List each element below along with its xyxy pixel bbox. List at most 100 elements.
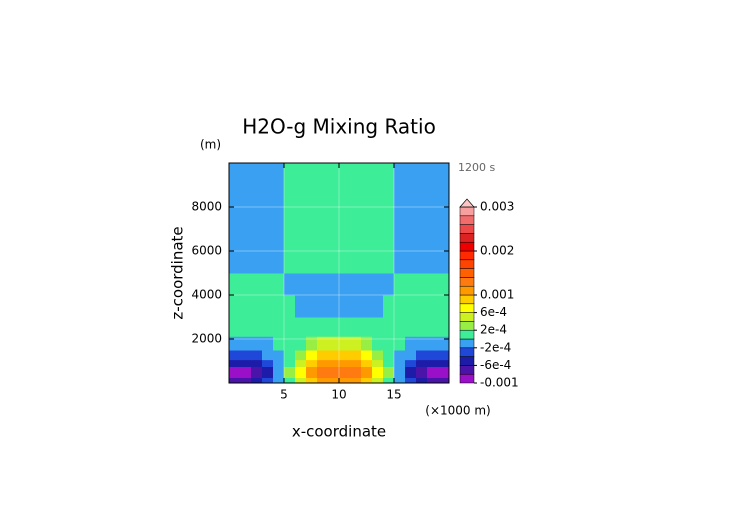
contour-cell — [284, 366, 296, 373]
contour-cell — [240, 317, 252, 337]
colorbar-box — [459, 303, 475, 313]
contour-cell — [240, 207, 252, 230]
contour-cell — [361, 207, 373, 230]
contour-cell — [295, 163, 307, 186]
contour-cell — [262, 350, 274, 361]
contour-cell — [416, 336, 428, 351]
contour-cell — [372, 251, 384, 274]
contour-cell — [317, 251, 329, 274]
contour-cell — [394, 350, 406, 361]
contour-cell — [284, 163, 296, 186]
contour-cell — [394, 295, 406, 318]
contour-cell — [317, 317, 329, 337]
contour-cell — [394, 317, 406, 337]
contour-cell — [328, 317, 340, 337]
contour-cell — [328, 372, 340, 378]
contour-cell — [295, 377, 307, 384]
contour-cell — [251, 185, 263, 208]
contour-cell — [317, 185, 329, 208]
contour-cell — [317, 273, 329, 296]
contour-cell — [416, 185, 428, 208]
contour-cell — [262, 295, 274, 318]
contour-cell — [262, 273, 274, 296]
contour-cell — [240, 295, 252, 318]
contour-cell — [317, 229, 329, 252]
contour-cell — [372, 229, 384, 252]
contour-cell — [394, 372, 406, 378]
contour-cell — [405, 350, 417, 361]
contour-cell — [438, 185, 450, 208]
contour-cell — [295, 317, 307, 337]
contour-cell — [405, 273, 417, 296]
contour-cell — [416, 295, 428, 318]
contour-cell — [262, 317, 274, 337]
contour-cell — [284, 377, 296, 384]
contour-cell — [416, 372, 428, 378]
contour-cell — [438, 366, 450, 373]
contour-cell — [361, 350, 373, 361]
contour-cell — [317, 350, 329, 361]
colorbar-box — [459, 259, 475, 269]
contour-cell — [405, 295, 417, 318]
contour-cell — [361, 336, 373, 351]
contour-cell — [405, 317, 417, 337]
contour-cell — [372, 377, 384, 384]
contour-cell — [361, 229, 373, 252]
plot-frame — [228, 162, 450, 384]
chart-title: H2O-g Mixing Ratio — [242, 115, 436, 139]
contour-cell — [229, 295, 241, 318]
y-unit: (m) — [200, 138, 221, 152]
contour-cell — [328, 273, 340, 296]
contour-cell — [295, 251, 307, 274]
contour-cell — [240, 229, 252, 252]
contour-cell — [427, 317, 439, 337]
contour-cell — [229, 251, 241, 274]
contour-cell — [273, 372, 285, 378]
x-tick-label: 5 — [280, 388, 288, 402]
colorbar-box — [459, 224, 475, 234]
contour-cell — [328, 359, 340, 367]
contour-cell — [372, 372, 384, 378]
contour-cell — [284, 273, 296, 296]
contour-cell — [328, 366, 340, 373]
contour-cell — [372, 273, 384, 296]
contour-cell — [427, 372, 439, 378]
contour-cell — [262, 207, 274, 230]
contour-cell — [383, 229, 395, 252]
contour-cell — [284, 372, 296, 378]
contour-cell — [427, 366, 439, 373]
contour-cell — [284, 350, 296, 361]
contour-cell — [438, 251, 450, 274]
contour-cell — [339, 295, 351, 318]
contour-cell — [240, 273, 252, 296]
contour-cell — [229, 229, 241, 252]
contour-cell — [416, 377, 428, 384]
contour-cell — [295, 372, 307, 378]
contour-cell — [438, 163, 450, 186]
contour-cell — [405, 251, 417, 274]
contour-cell — [251, 251, 263, 274]
contour-cell — [427, 273, 439, 296]
contour-cell — [306, 163, 318, 186]
contour-cell — [229, 359, 241, 367]
contour-cell — [372, 317, 384, 337]
contour-cell — [295, 350, 307, 361]
contour-cell — [328, 377, 340, 384]
contour-cell — [394, 185, 406, 208]
contour-cell — [438, 359, 450, 367]
contour-cell — [273, 336, 285, 351]
contour-cell — [416, 350, 428, 361]
contour-cell — [383, 372, 395, 378]
colorbar-box — [459, 312, 475, 322]
contour-cell — [317, 377, 329, 384]
contour-cell — [295, 273, 307, 296]
contour-cell — [306, 229, 318, 252]
contour-cell — [240, 251, 252, 274]
colorbar-box — [459, 329, 475, 340]
colorbar-box — [459, 206, 475, 217]
contour-cell — [229, 366, 241, 373]
contour-cell — [339, 185, 351, 208]
contour-cell — [229, 336, 241, 351]
colorbar-box — [459, 347, 475, 357]
